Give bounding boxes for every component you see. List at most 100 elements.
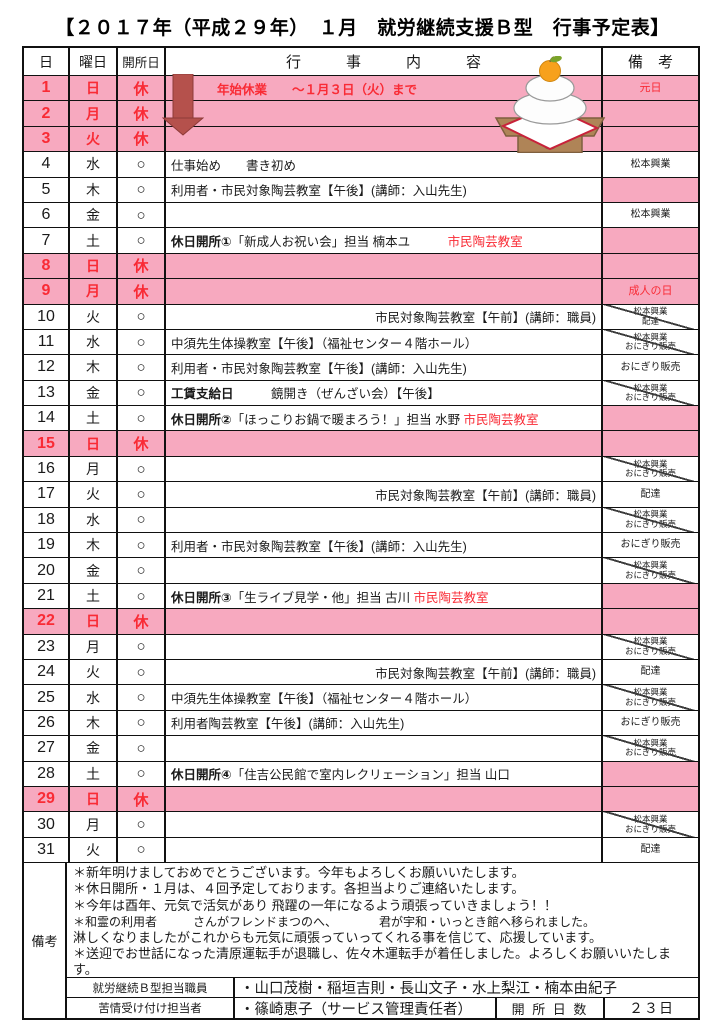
weekday-cell: 土 [70,761,118,786]
day-cell: 2 [24,101,70,126]
day-cell: 12 [24,355,70,380]
content-text: 利用者・市民対象陶芸教室【午後】(講師：入山先生) [171,539,467,554]
open-cell: ○ [118,812,166,837]
content-text: 「新成人お祝い会」担当 楠本ユ [231,235,448,250]
day-cell: 23 [24,634,70,659]
open-days-value: ２３日 [629,1000,674,1017]
remark-text: おにぎり販売 [624,341,676,352]
remark-cell [603,253,698,279]
content-text: 「住吉公民館で室内レクリェーション」担当 山口 [231,768,510,783]
content-text: 鏡開き（ぜんざい会）【午後】 [233,387,440,402]
open-cell: ○ [118,406,166,431]
remark-cell: 元日 [603,76,698,101]
weekday-cell: 月 [70,634,118,659]
content-cell: 利用者・市民対象陶芸教室【午後】(講師：入山先生) [166,177,603,202]
content-cell: 年始休業 ～１月３日（火）まで [166,76,603,101]
table-row: 15 日休 [24,431,698,457]
table-row: 11 水 ○ 中須先生体操教室【午後】（福祉センター４階ホール） 松本興業 おにぎり販売 [24,329,698,356]
header-remarks: 備 考 [603,48,698,75]
day-cell: 17 [24,482,70,507]
content-text: 年始休業 ～１月３日（火）まで [217,82,418,97]
table-row: 29 日休 [24,786,698,813]
day-cell: 7 [24,228,70,253]
content-cell: 仕事始め 書き初め [166,152,603,177]
remark-cell [603,786,698,812]
content-text: 中須先生体操教室【午後】（福祉センター４階ホール） [171,692,478,707]
remark-text: おにぎり販売 [624,391,676,402]
remark-text: おにぎり販売 [624,569,676,580]
day-cell: 4 [24,152,70,177]
open-cell: ○ [118,685,166,710]
open-cell: ○ [118,736,166,761]
weekday-cell: 金 [70,558,118,583]
weekday-cell: 木 [70,355,118,380]
table-row: 22 日休 [24,609,698,635]
open-cell: ○ [118,634,166,659]
remark-text: おにぎり販売 [624,696,676,707]
remark-text: 配達 [640,666,661,678]
table-row: 6 金 ○ 松本興業 [24,202,698,229]
remark-text: 配達 [640,844,661,856]
content-text: 休日開所③ [171,590,232,605]
content-text: 「ほっこりお鍋で暖まろう！」担当 水野 [231,412,464,427]
day-cell: 3 [24,126,70,152]
weekday-cell: 火 [70,837,118,863]
content-cell [166,456,603,482]
weekday-cell: 日 [70,786,118,812]
remark-text: おにぎり販売 [624,518,676,529]
open-cell: ○ [118,710,166,736]
open-cell: 休 [118,786,166,812]
complaint-name: ・篠崎恵子（サービス管理責任者） [235,998,497,1019]
content-text: 市民対象陶芸教室【午前】(講師：職員) [375,311,596,326]
open-cell: ○ [118,202,166,228]
table-row: 18 水 ○ 松本興業 おにぎり販売 [24,507,698,534]
day-cell: 28 [24,761,70,786]
day-cell: 29 [24,786,70,812]
remark-cell [603,406,698,431]
weekday-cell: 月 [70,812,118,837]
content-text: 市民陶芸教室 [413,590,489,605]
weekday-cell: 金 [70,736,118,761]
note-line: ＊新年明けましておめでとうございます。今年もよろしくお願いいたします。 [73,865,525,881]
remark-cell [603,609,698,634]
weekday-cell: 日 [70,253,118,279]
content-cell [166,279,603,304]
day-cell: 10 [24,304,70,329]
remark-cell [603,761,698,786]
table-row: 21 土 ○ 休日開所③ 「生ライブ見学・他」担当 古川 市民陶芸教室 [24,583,698,610]
open-cell: ○ [118,558,166,583]
content-text: 休日開所② [171,412,232,427]
content-text: 利用者陶芸教室【午後】(講師：入山先生) [171,717,405,732]
content-cell [166,101,603,126]
open-cell: ○ [118,583,166,609]
weekday-cell: 月 [70,456,118,482]
table-row: 23 月 ○ 松本興業 おにぎり販売 [24,634,698,660]
header-event-content: 行 事 内 容 [166,48,603,75]
table-row: 30 月 ○ 松本興業 おにぎり販売 [24,812,698,838]
content-cell [166,507,603,533]
table-row: 17 火 ○ 市民対象陶芸教室【午前】(講師：職員) 配達 [24,482,698,508]
content-cell: 市民対象陶芸教室【午前】(講師：職員) [166,482,603,507]
open-cell: ○ [118,177,166,202]
open-cell: 休 [118,101,166,126]
open-cell: ○ [118,482,166,507]
table-row: 26 木 ○ 利用者陶芸教室【午後】(講師：入山先生) おにぎり販売 [24,710,698,737]
table-row: 20 金 ○ 松本興業 おにぎり販売 [24,558,698,584]
content-text: 休日開所④ [171,768,232,783]
weekday-cell: 木 [70,177,118,202]
weekday-cell: 木 [70,533,118,558]
open-cell: ○ [118,304,166,329]
content-cell: 休日開所③ 「生ライブ見学・他」担当 古川 市民陶芸教室 [166,583,603,609]
remark-cell [603,177,698,202]
content-text: 休日開所① [171,235,232,250]
content-text: 工賃支給日 [171,387,234,402]
content-cell: 利用者・市民対象陶芸教室【午後】(講師：入山先生) [166,533,603,558]
day-cell: 27 [24,736,70,761]
content-cell: 休日開所② 「ほっこりお鍋で暖まろう！」担当 水野 市民陶芸教室 [166,406,603,431]
remark-text: おにぎり販売 [624,823,676,834]
table-row: 9 月休 成人の日 [24,279,698,305]
staff-names: ・山口茂樹・稲垣吉則・長山文子・水上梨江・楠本由紀子 [240,981,617,998]
open-cell: ○ [118,507,166,533]
